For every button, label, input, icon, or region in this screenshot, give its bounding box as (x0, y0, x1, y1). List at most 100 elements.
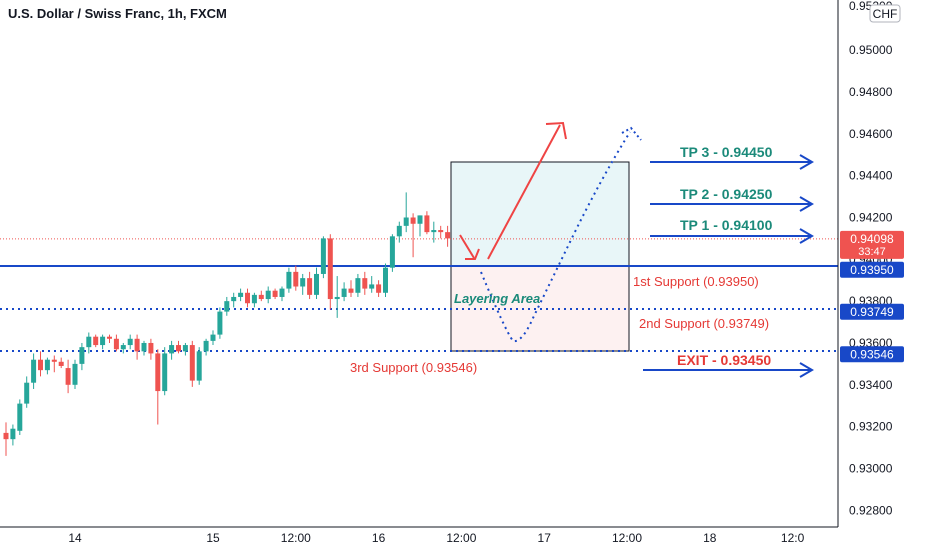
price-badge: 0.93749 (840, 303, 904, 320)
price-badge-bg (840, 261, 904, 278)
price-badge: 0.93546 (840, 346, 904, 363)
candle (141, 340, 147, 356)
profit-zone-box[interactable] (450, 161, 630, 267)
candle (424, 211, 430, 235)
candle-body (355, 278, 361, 293)
candle (307, 271, 313, 300)
tp2-arrow (650, 196, 814, 212)
exit-label: EXIT - 0.93450 (677, 352, 771, 368)
price-badge-label: 0.94098 (850, 232, 894, 246)
candle (107, 334, 112, 343)
candle (38, 351, 43, 377)
price-badge-bg (840, 303, 904, 320)
candle-body (410, 217, 416, 224)
candle-body (327, 238, 333, 300)
candle (417, 215, 423, 237)
candle (155, 349, 161, 425)
price-badge-label: 0.93950 (850, 263, 894, 277)
candle (93, 334, 99, 348)
candle (72, 359, 78, 389)
tp3-label: TP 3 - 0.94450 (680, 144, 773, 160)
candle (169, 340, 175, 360)
candle (410, 213, 416, 258)
candle-body (65, 368, 71, 385)
candle-body (17, 403, 23, 431)
candle-body (238, 292, 244, 297)
candle (44, 357, 50, 375)
candle (86, 332, 92, 354)
support1-label: 1st Support (0.93950) (633, 274, 759, 289)
candle (286, 267, 292, 293)
candle-body (93, 336, 99, 346)
y-tick-label: 0.92800 (849, 503, 893, 517)
candle (65, 359, 71, 394)
x-tick-label: 17 (538, 531, 552, 545)
candle-body (176, 345, 181, 352)
tp1-arrow (650, 228, 814, 244)
x-tick-label: 14 (68, 531, 82, 545)
candle (362, 271, 368, 295)
candle (231, 292, 237, 308)
x-tick-label: 12:00 (446, 531, 476, 545)
price-badge-countdown: 33:47 (858, 246, 886, 258)
support3-label: 3rd Support (0.93546) (350, 360, 477, 375)
candle (245, 288, 250, 308)
candle (182, 342, 188, 356)
candle (438, 225, 444, 239)
candles-group (3, 192, 451, 456)
candle (79, 342, 85, 371)
x-tick-labels: 14 15 12:00 16 12:00 17 12:00 18 12:0 (68, 531, 804, 545)
candle (265, 286, 271, 304)
candle-body (265, 290, 271, 300)
y-tick-label: 0.93200 (849, 420, 893, 434)
candle (189, 340, 195, 387)
candle (320, 236, 326, 279)
candle-body (279, 288, 285, 297)
candle-body (293, 271, 299, 287)
candle-body (38, 359, 43, 371)
x-tick-label: 16 (372, 531, 386, 545)
candle (403, 192, 409, 233)
candle-body (196, 351, 202, 381)
price-badge-bg (840, 230, 904, 259)
candle-body (307, 278, 313, 295)
support2-label: 2nd Support (0.93749) (639, 316, 769, 331)
currency-badge[interactable]: CHF (869, 4, 901, 23)
candle (272, 288, 278, 300)
candle-body (396, 225, 402, 237)
candle-body (210, 334, 216, 341)
candle (334, 276, 340, 318)
candle-body (100, 336, 106, 346)
candle (327, 234, 333, 310)
candle-body (189, 345, 195, 381)
candle-body (376, 284, 382, 293)
candle-body (389, 236, 395, 268)
candle (113, 334, 119, 352)
candle (10, 424, 16, 446)
candle-body (58, 361, 64, 366)
y-tick-label: 0.93000 (849, 461, 893, 475)
candle-body (120, 345, 126, 350)
candle-body (341, 288, 347, 297)
chart-title: U.S. Dollar / Swiss Franc, 1h, FXCM (8, 6, 227, 21)
x-tick-label: 15 (206, 531, 220, 545)
candle-body (369, 284, 375, 289)
tp1-label: TP 1 - 0.94100 (680, 217, 773, 233)
tp2-label: TP 2 - 0.94250 (680, 186, 773, 202)
y-tick-label: 0.94800 (849, 85, 893, 99)
candle-body (245, 292, 250, 304)
candle (293, 265, 299, 291)
y-tick-label: 0.94400 (849, 169, 893, 183)
price-badge-label: 0.93546 (850, 347, 894, 361)
candle (31, 353, 37, 389)
candle (127, 334, 133, 350)
candle (341, 282, 347, 302)
layering-area-label: Layering Area (454, 291, 540, 306)
candle-body (113, 338, 119, 350)
candle (355, 273, 361, 297)
candle (17, 399, 23, 435)
candle-body (258, 294, 264, 300)
y-tick-label: 0.94200 (849, 210, 893, 224)
candle (210, 330, 216, 346)
